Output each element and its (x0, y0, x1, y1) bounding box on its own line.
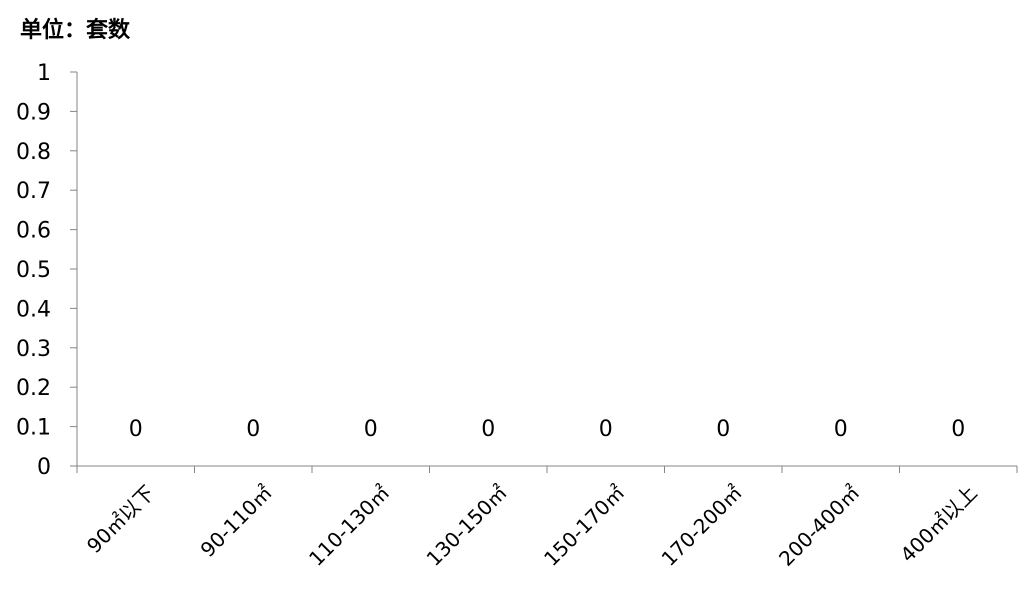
data-label: 0 (599, 417, 613, 442)
x-category-label: 130-150㎡ (422, 481, 512, 571)
data-label: 0 (246, 417, 260, 442)
y-tick-label: 0.1 (16, 416, 51, 441)
y-axis: 0 0.1 0.2 0.3 0.4 0.5 0.6 0.7 0.8 0.9 1 (16, 61, 78, 480)
y-tick-label: 0 (37, 455, 51, 480)
y-tick-label: 0.4 (16, 297, 51, 322)
x-category-label: 90㎡以下 (82, 481, 159, 558)
data-label: 0 (129, 417, 143, 442)
y-tick-label: 1 (37, 61, 51, 86)
x-axis: 90㎡以下 90-110㎡ 110-130㎡ 130-150㎡ 150-170㎡ 170-… (76, 465, 1018, 571)
data-label: 0 (716, 417, 730, 442)
data-labels: 0 0 0 0 0 0 0 0 (129, 417, 966, 442)
x-category-label: 170-200㎡ (657, 481, 747, 571)
x-category-label: 150-170㎡ (539, 481, 629, 571)
y-tick-label: 0.5 (16, 258, 51, 283)
data-label: 0 (481, 417, 495, 442)
data-label: 0 (951, 417, 965, 442)
x-category-label: 110-130㎡ (304, 481, 394, 571)
data-label: 0 (364, 417, 378, 442)
y-tick-label: 0.3 (16, 337, 51, 362)
x-category-label: 400㎡以上 (895, 481, 981, 567)
y-tick-label: 0.8 (16, 140, 51, 165)
chart-unit-title: 单位：套数 (20, 18, 131, 43)
x-category-label: 90-110㎡ (196, 481, 277, 562)
y-tick-label: 0.2 (16, 376, 51, 401)
y-tick-label: 0.9 (16, 100, 51, 125)
y-tick-label: 0.7 (16, 179, 51, 204)
data-label: 0 (834, 417, 848, 442)
y-tick-label: 0.6 (16, 219, 51, 244)
x-category-label: 200-400㎡ (774, 481, 864, 571)
